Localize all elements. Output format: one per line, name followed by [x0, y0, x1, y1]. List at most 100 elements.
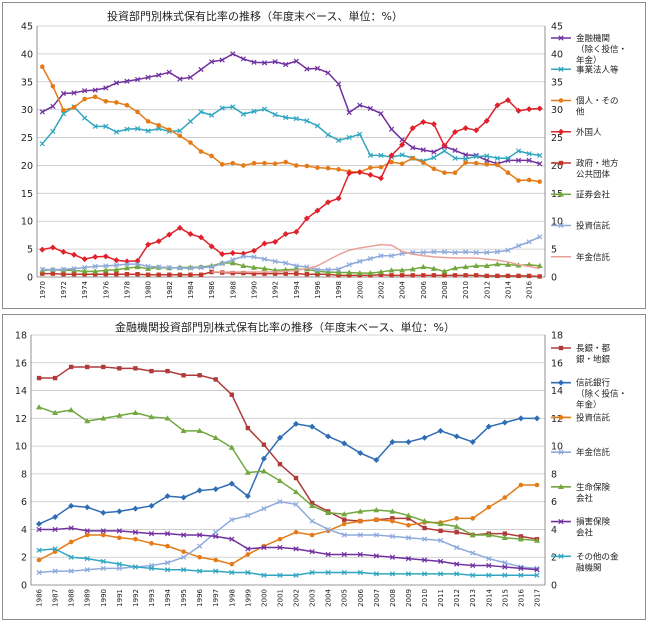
data-point	[388, 152, 395, 159]
data-point	[71, 90, 77, 96]
legend-marker	[558, 191, 564, 197]
x-tick-label: 1984	[187, 280, 195, 298]
data-point	[71, 267, 78, 273]
x-tick-label: 2006	[420, 280, 428, 298]
data-point	[156, 72, 162, 78]
data-point	[534, 482, 540, 488]
data-point	[39, 141, 45, 147]
data-point	[277, 499, 283, 505]
data-point	[304, 66, 310, 72]
data-point	[516, 273, 521, 279]
data-point	[294, 271, 299, 276]
data-point	[229, 392, 234, 397]
series-2	[36, 482, 540, 567]
data-point	[515, 148, 522, 154]
data-point	[251, 160, 257, 166]
x-tick-label: 1995	[180, 589, 188, 607]
data-point	[197, 543, 203, 549]
x-tick-label: 2011	[437, 589, 445, 607]
legend-label: 他	[576, 107, 585, 118]
legend-label: 生命保険	[576, 482, 611, 493]
data-point	[453, 523, 460, 529]
x-tick-label: 2014	[504, 280, 512, 298]
data-point	[81, 256, 88, 263]
data-point	[230, 257, 236, 263]
data-point	[164, 560, 171, 566]
data-point	[283, 114, 289, 121]
data-point	[309, 532, 315, 538]
data-point	[346, 262, 352, 268]
y-tick-label-right: 10	[551, 217, 563, 228]
x-tick-label: 1990	[100, 589, 108, 607]
x-tick-label: 1996	[196, 588, 204, 606]
legend-marker	[558, 222, 564, 229]
data-point	[534, 567, 540, 573]
data-point	[314, 123, 321, 129]
data-point	[229, 250, 236, 257]
data-point	[501, 419, 508, 426]
legend-label: その他の金	[576, 551, 619, 562]
data-point	[431, 155, 437, 161]
data-point	[474, 273, 479, 278]
data-point	[483, 262, 490, 269]
data-point	[537, 179, 543, 184]
data-point	[82, 115, 88, 121]
data-point	[212, 434, 219, 440]
data-point	[260, 468, 267, 474]
y-tick-label-left: 20	[21, 161, 33, 172]
legend-label: 金融機関	[576, 33, 610, 44]
data-point	[309, 518, 315, 524]
data-point	[148, 502, 155, 509]
data-point	[197, 554, 202, 560]
data-point	[405, 555, 412, 562]
data-point	[219, 105, 225, 111]
data-point	[341, 551, 347, 558]
data-point	[71, 105, 77, 110]
data-point	[36, 520, 43, 527]
data-point	[454, 561, 460, 567]
data-point	[272, 258, 278, 265]
data-point	[357, 258, 363, 265]
data-point	[187, 118, 194, 125]
data-point	[134, 126, 141, 132]
legend-label: 投資信託	[576, 221, 611, 232]
data-point	[437, 558, 444, 565]
data-point	[84, 528, 90, 534]
data-point	[100, 509, 107, 516]
data-point	[164, 493, 171, 500]
data-point	[283, 260, 289, 266]
data-point	[166, 127, 172, 133]
series-3	[36, 499, 540, 576]
data-point	[68, 568, 74, 574]
data-point	[164, 530, 171, 537]
data-point	[473, 153, 479, 160]
data-point	[149, 541, 154, 546]
data-point	[156, 272, 161, 277]
data-point	[135, 109, 140, 115]
legend-label: 外国人	[576, 127, 602, 138]
data-point	[378, 164, 384, 170]
data-point	[484, 249, 490, 256]
x-tick-label: 1988	[68, 589, 76, 607]
data-point	[103, 99, 109, 104]
data-point	[463, 156, 469, 162]
data-point	[198, 272, 204, 277]
data-point	[325, 165, 331, 171]
y-tick-label-right: 8	[551, 469, 557, 480]
data-point	[149, 368, 154, 374]
data-point	[84, 555, 90, 562]
data-point	[516, 178, 521, 183]
data-point	[304, 272, 310, 277]
data-point	[515, 157, 522, 164]
data-point	[293, 501, 299, 508]
data-point	[336, 137, 342, 143]
data-point	[325, 267, 331, 273]
data-point	[537, 234, 543, 240]
data-point	[241, 163, 246, 168]
x-tick-label: 1998	[228, 589, 236, 607]
data-point	[441, 249, 448, 255]
data-point	[135, 272, 140, 277]
data-point	[502, 572, 508, 578]
legend-marker	[558, 449, 564, 455]
data-point	[277, 461, 283, 467]
